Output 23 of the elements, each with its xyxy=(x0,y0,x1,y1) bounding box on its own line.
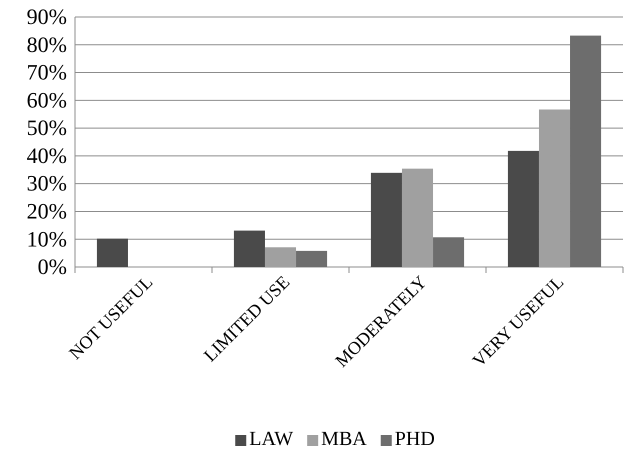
bar xyxy=(433,237,464,267)
bar xyxy=(538,110,570,267)
y-tick-label: 90% xyxy=(26,4,67,30)
y-tick-label: 30% xyxy=(26,170,67,196)
bar xyxy=(508,150,539,267)
legend-label: LAW xyxy=(249,428,294,450)
y-tick-label: 50% xyxy=(26,115,67,140)
y-tick-label: 0% xyxy=(38,254,67,280)
y-tick-label: 20% xyxy=(26,198,67,224)
y-tick-label: 10% xyxy=(26,226,67,252)
bar xyxy=(402,168,434,267)
bar xyxy=(296,250,328,267)
y-tick-label: 70% xyxy=(26,60,67,85)
y-tick-label: 40% xyxy=(26,142,67,168)
bar xyxy=(234,230,265,267)
bar xyxy=(570,36,602,267)
bar xyxy=(370,172,402,267)
bar xyxy=(264,247,296,267)
legend-label: MBA xyxy=(321,428,368,450)
y-tick-label: 80% xyxy=(26,32,67,57)
bar xyxy=(96,238,128,267)
y-tick-label: 60% xyxy=(26,87,67,112)
legend-label: PHD xyxy=(394,428,435,450)
